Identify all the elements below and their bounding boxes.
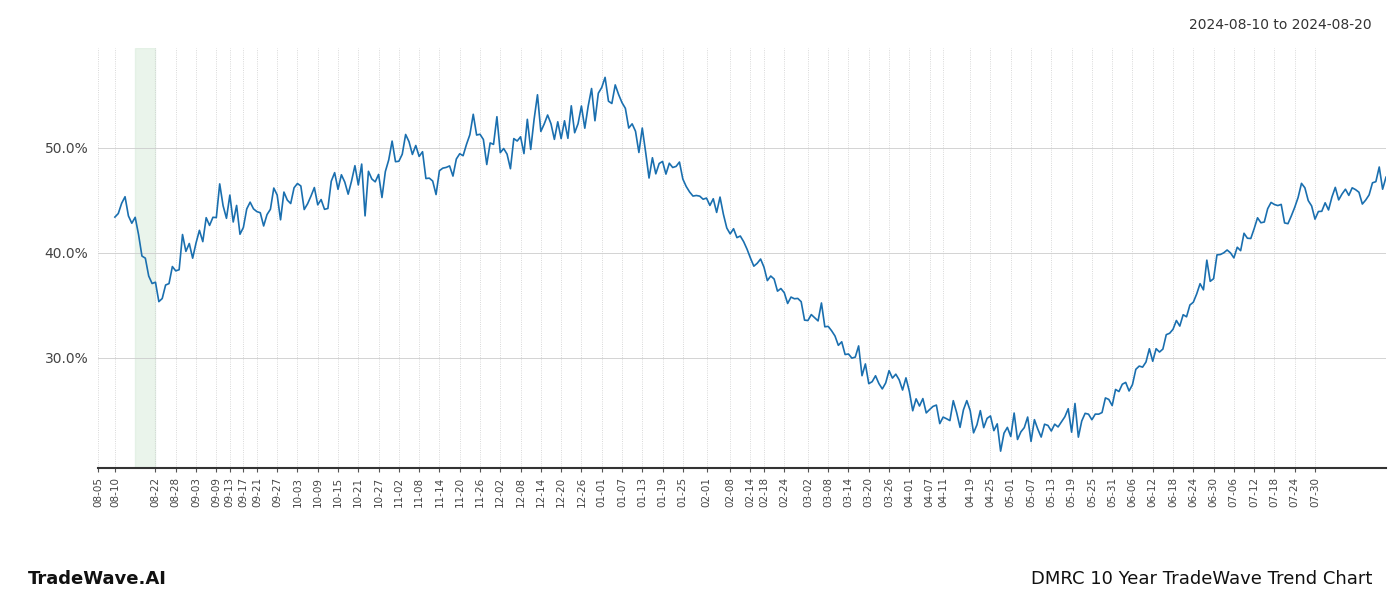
Text: DMRC 10 Year TradeWave Trend Chart: DMRC 10 Year TradeWave Trend Chart: [1030, 570, 1372, 588]
Text: TradeWave.AI: TradeWave.AI: [28, 570, 167, 588]
Bar: [136, 48, 155, 468]
Text: 2024-08-10 to 2024-08-20: 2024-08-10 to 2024-08-20: [1190, 18, 1372, 32]
